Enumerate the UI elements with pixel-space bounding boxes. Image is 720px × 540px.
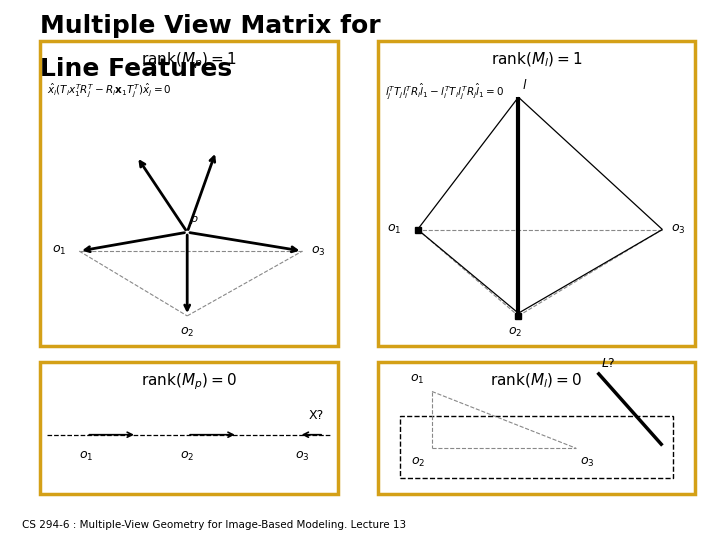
Text: rank$(M_l) = 0$: rank$(M_l) = 0$ — [490, 372, 582, 390]
Text: $o_2$: $o_2$ — [180, 450, 194, 463]
Text: $o_2$: $o_2$ — [180, 326, 194, 339]
Text: rank$(M_p) = 1$: rank$(M_p) = 1$ — [141, 50, 237, 71]
Text: CS 294-6 : Multiple-View Geometry for Image-Based Modeling. Lecture 13: CS 294-6 : Multiple-View Geometry for Im… — [22, 520, 406, 530]
Text: $o_1$: $o_1$ — [52, 244, 66, 256]
Text: $o_1$: $o_1$ — [387, 223, 402, 236]
Text: $l$: $l$ — [522, 78, 528, 92]
Text: $o_3$: $o_3$ — [580, 456, 594, 469]
Text: Multiple View Matrix for: Multiple View Matrix for — [40, 14, 380, 37]
Bar — [40, 40, 338, 346]
Text: $o_1$: $o_1$ — [79, 450, 94, 463]
Text: $o_3$: $o_3$ — [311, 245, 325, 258]
Text: $p$: $p$ — [190, 214, 199, 226]
Text: $o_2$: $o_2$ — [410, 456, 425, 469]
Text: $l_j^T T_j l_i^T R_i\hat{l}_1 - l_i^T T_i l_j^T R_j\hat{l}_1 = 0$: $l_j^T T_j l_i^T R_i\hat{l}_1 - l_i^T T_… — [385, 81, 504, 101]
Text: Line Features: Line Features — [40, 57, 232, 80]
Text: rank$(M_p) = 0$: rank$(M_p) = 0$ — [141, 372, 237, 392]
Text: $o_3$: $o_3$ — [295, 450, 310, 463]
Text: $\hat{x}_i(T_i x_1^T R_j^T - R_i\mathbf{x}_1 T_j^T)\hat{x}_j = 0$: $\hat{x}_i(T_i x_1^T R_j^T - R_i\mathbf{… — [47, 81, 171, 99]
Text: $o_3$: $o_3$ — [671, 223, 685, 236]
Text: $o_2$: $o_2$ — [508, 326, 522, 339]
Text: rank$(M_l) = 1$: rank$(M_l) = 1$ — [490, 50, 582, 69]
Bar — [378, 40, 695, 346]
Text: $L?$: $L?$ — [601, 357, 616, 370]
Text: $o_1$: $o_1$ — [410, 373, 425, 386]
Bar — [40, 362, 338, 494]
Text: X?: X? — [309, 409, 324, 422]
Bar — [378, 362, 695, 494]
Bar — [400, 416, 673, 478]
